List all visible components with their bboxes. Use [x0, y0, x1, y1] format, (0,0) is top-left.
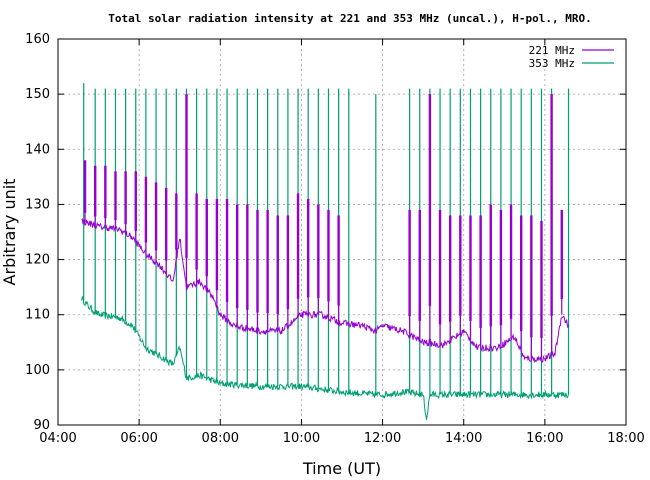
spike-cap	[134, 171, 137, 232]
x-tick-label: 04:00	[39, 431, 76, 446]
spike-cap	[296, 193, 300, 299]
ticks: 04:00 06:00 08:00 10:00 12:00 14:00 16:00 18:00…	[25, 32, 645, 446]
spike-cap	[438, 209, 442, 325]
spike-cap	[489, 204, 492, 327]
y-tick-label: 110	[25, 308, 50, 323]
x-tick-label: 12:00	[364, 431, 401, 446]
legend-label: 353 MHz	[529, 57, 575, 70]
series-layer	[81, 83, 570, 420]
spike-cap	[246, 204, 249, 310]
spike-cap	[306, 198, 310, 298]
spike-cap	[479, 215, 482, 328]
series-1	[81, 83, 570, 420]
series-0	[81, 94, 570, 364]
x-tick-label: 14:00	[445, 431, 482, 446]
spike-cap	[144, 176, 148, 243]
chart-title: Total solar radiation intensity at 221 a…	[108, 12, 591, 25]
spike-cap	[286, 215, 290, 310]
spike-cap	[550, 94, 553, 317]
spike-cap	[560, 209, 563, 299]
spike-cap	[327, 209, 330, 302]
spike-cap	[266, 209, 269, 314]
spike-cap	[530, 215, 533, 338]
spike-cap	[499, 209, 503, 326]
spike-cap	[195, 193, 198, 270]
spike-cap	[154, 182, 158, 251]
spike-cap	[175, 193, 178, 250]
spike-cap	[185, 94, 188, 259]
spike-cap	[317, 204, 320, 299]
y-tick-label: 100	[25, 363, 50, 378]
spike-cap	[215, 198, 219, 291]
spike-cap	[205, 198, 208, 277]
spike-cap	[93, 165, 97, 217]
spike-cap	[337, 215, 340, 306]
spike-cap	[428, 94, 432, 306]
series-line	[81, 296, 570, 420]
spike-cap	[164, 187, 168, 261]
x-tick-label: 10:00	[283, 431, 320, 446]
spike-cap	[83, 160, 87, 213]
plot-frame	[57, 38, 627, 426]
y-tick-label: 90	[33, 418, 50, 433]
y-tick-label: 140	[25, 142, 50, 157]
y-tick-label: 130	[25, 197, 50, 212]
spike-cap	[519, 215, 523, 332]
spike-cap	[418, 209, 421, 321]
series-line	[81, 218, 570, 364]
x-axis-label: Time (UT)	[302, 459, 381, 478]
spike-cap	[256, 209, 259, 313]
spike-cap	[104, 165, 107, 219]
y-tick-label: 150	[25, 87, 50, 102]
x-tick-label: 08:00	[202, 431, 239, 446]
spike-cap	[459, 215, 462, 316]
spike-cap	[124, 171, 127, 225]
y-tick-label: 160	[25, 32, 50, 47]
y-tick-label: 120	[25, 253, 50, 268]
spike-cap	[225, 198, 229, 303]
spike-cap	[235, 204, 239, 309]
spike-cap	[469, 215, 472, 321]
spike-cap	[408, 209, 411, 317]
spike-cap	[509, 204, 513, 319]
spike-cap	[448, 215, 452, 322]
y-axis-label: Arbitrary unit	[0, 179, 19, 286]
x-tick-label: 16:00	[526, 431, 563, 446]
spike-cap	[114, 171, 117, 221]
x-tick-label: 06:00	[120, 431, 157, 446]
spike-cap	[276, 215, 279, 314]
spike-cap	[540, 220, 543, 339]
legend-label: 221 MHz	[529, 44, 575, 57]
x-tick-label: 18:00	[607, 431, 644, 446]
